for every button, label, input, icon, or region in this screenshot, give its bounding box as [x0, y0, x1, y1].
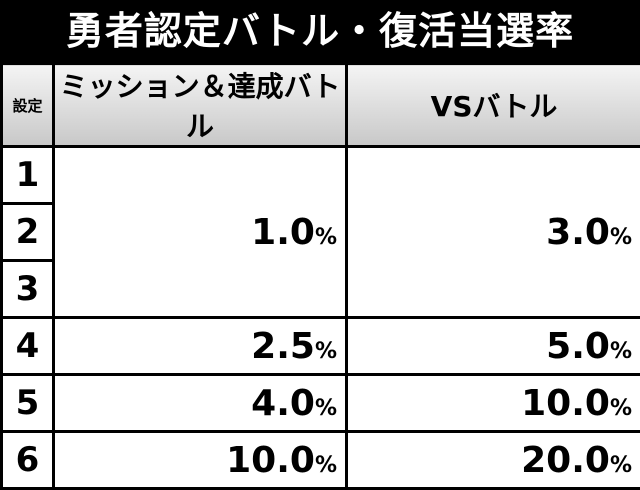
rate-cell: 10.0% — [347, 375, 640, 432]
page: 勇者認定バトル・復活当選率 設定 ミッション＆達成バトル VSバトル 1 1.0… — [0, 0, 640, 454]
rate-cell: 3.0% — [347, 147, 640, 318]
rate: 5.0 — [546, 326, 610, 367]
rate: 4.0 — [251, 383, 315, 424]
unit: % — [315, 225, 337, 250]
setting: 3 — [2, 261, 54, 318]
rate: 20.0 — [521, 440, 610, 481]
rate: 2.5 — [251, 326, 315, 367]
unit: % — [315, 339, 337, 364]
rate: 10.0 — [521, 383, 610, 424]
unit: % — [610, 396, 632, 421]
rate-cell: 2.5% — [54, 318, 347, 375]
rate-cell: 5.0% — [347, 318, 640, 375]
header-row: 設定 ミッション＆達成バトル VSバトル — [2, 64, 640, 147]
setting: 1 — [2, 147, 54, 204]
title: 勇者認定バトル・復活当選率 — [0, 0, 640, 62]
unit: % — [315, 453, 337, 478]
unit: % — [610, 453, 632, 478]
row: 4 2.5% 5.0% — [2, 318, 640, 375]
rate-cell: 1.0% — [54, 147, 347, 318]
rate: 3.0 — [546, 212, 610, 253]
setting: 6 — [2, 432, 54, 489]
rate: 1.0 — [251, 212, 315, 253]
setting: 5 — [2, 375, 54, 432]
row: 5 4.0% 10.0% — [2, 375, 640, 432]
unit: % — [315, 396, 337, 421]
rate-table: 設定 ミッション＆達成バトル VSバトル 1 1.0% 3.0% 2 3 4 2… — [0, 62, 640, 490]
rate-cell: 10.0% — [54, 432, 347, 489]
rate-cell: 4.0% — [54, 375, 347, 432]
setting: 4 — [2, 318, 54, 375]
unit: % — [610, 225, 632, 250]
setting: 2 — [2, 204, 54, 261]
header-cell: VSバトル — [347, 64, 640, 147]
header-cell: 設定 — [2, 64, 54, 147]
row: 6 10.0% 20.0% — [2, 432, 640, 489]
rate: 10.0 — [226, 440, 315, 481]
rate-cell: 20.0% — [347, 432, 640, 489]
header-cell: ミッション＆達成バトル — [54, 64, 347, 147]
row: 1 1.0% 3.0% — [2, 147, 640, 204]
unit: % — [610, 339, 632, 364]
